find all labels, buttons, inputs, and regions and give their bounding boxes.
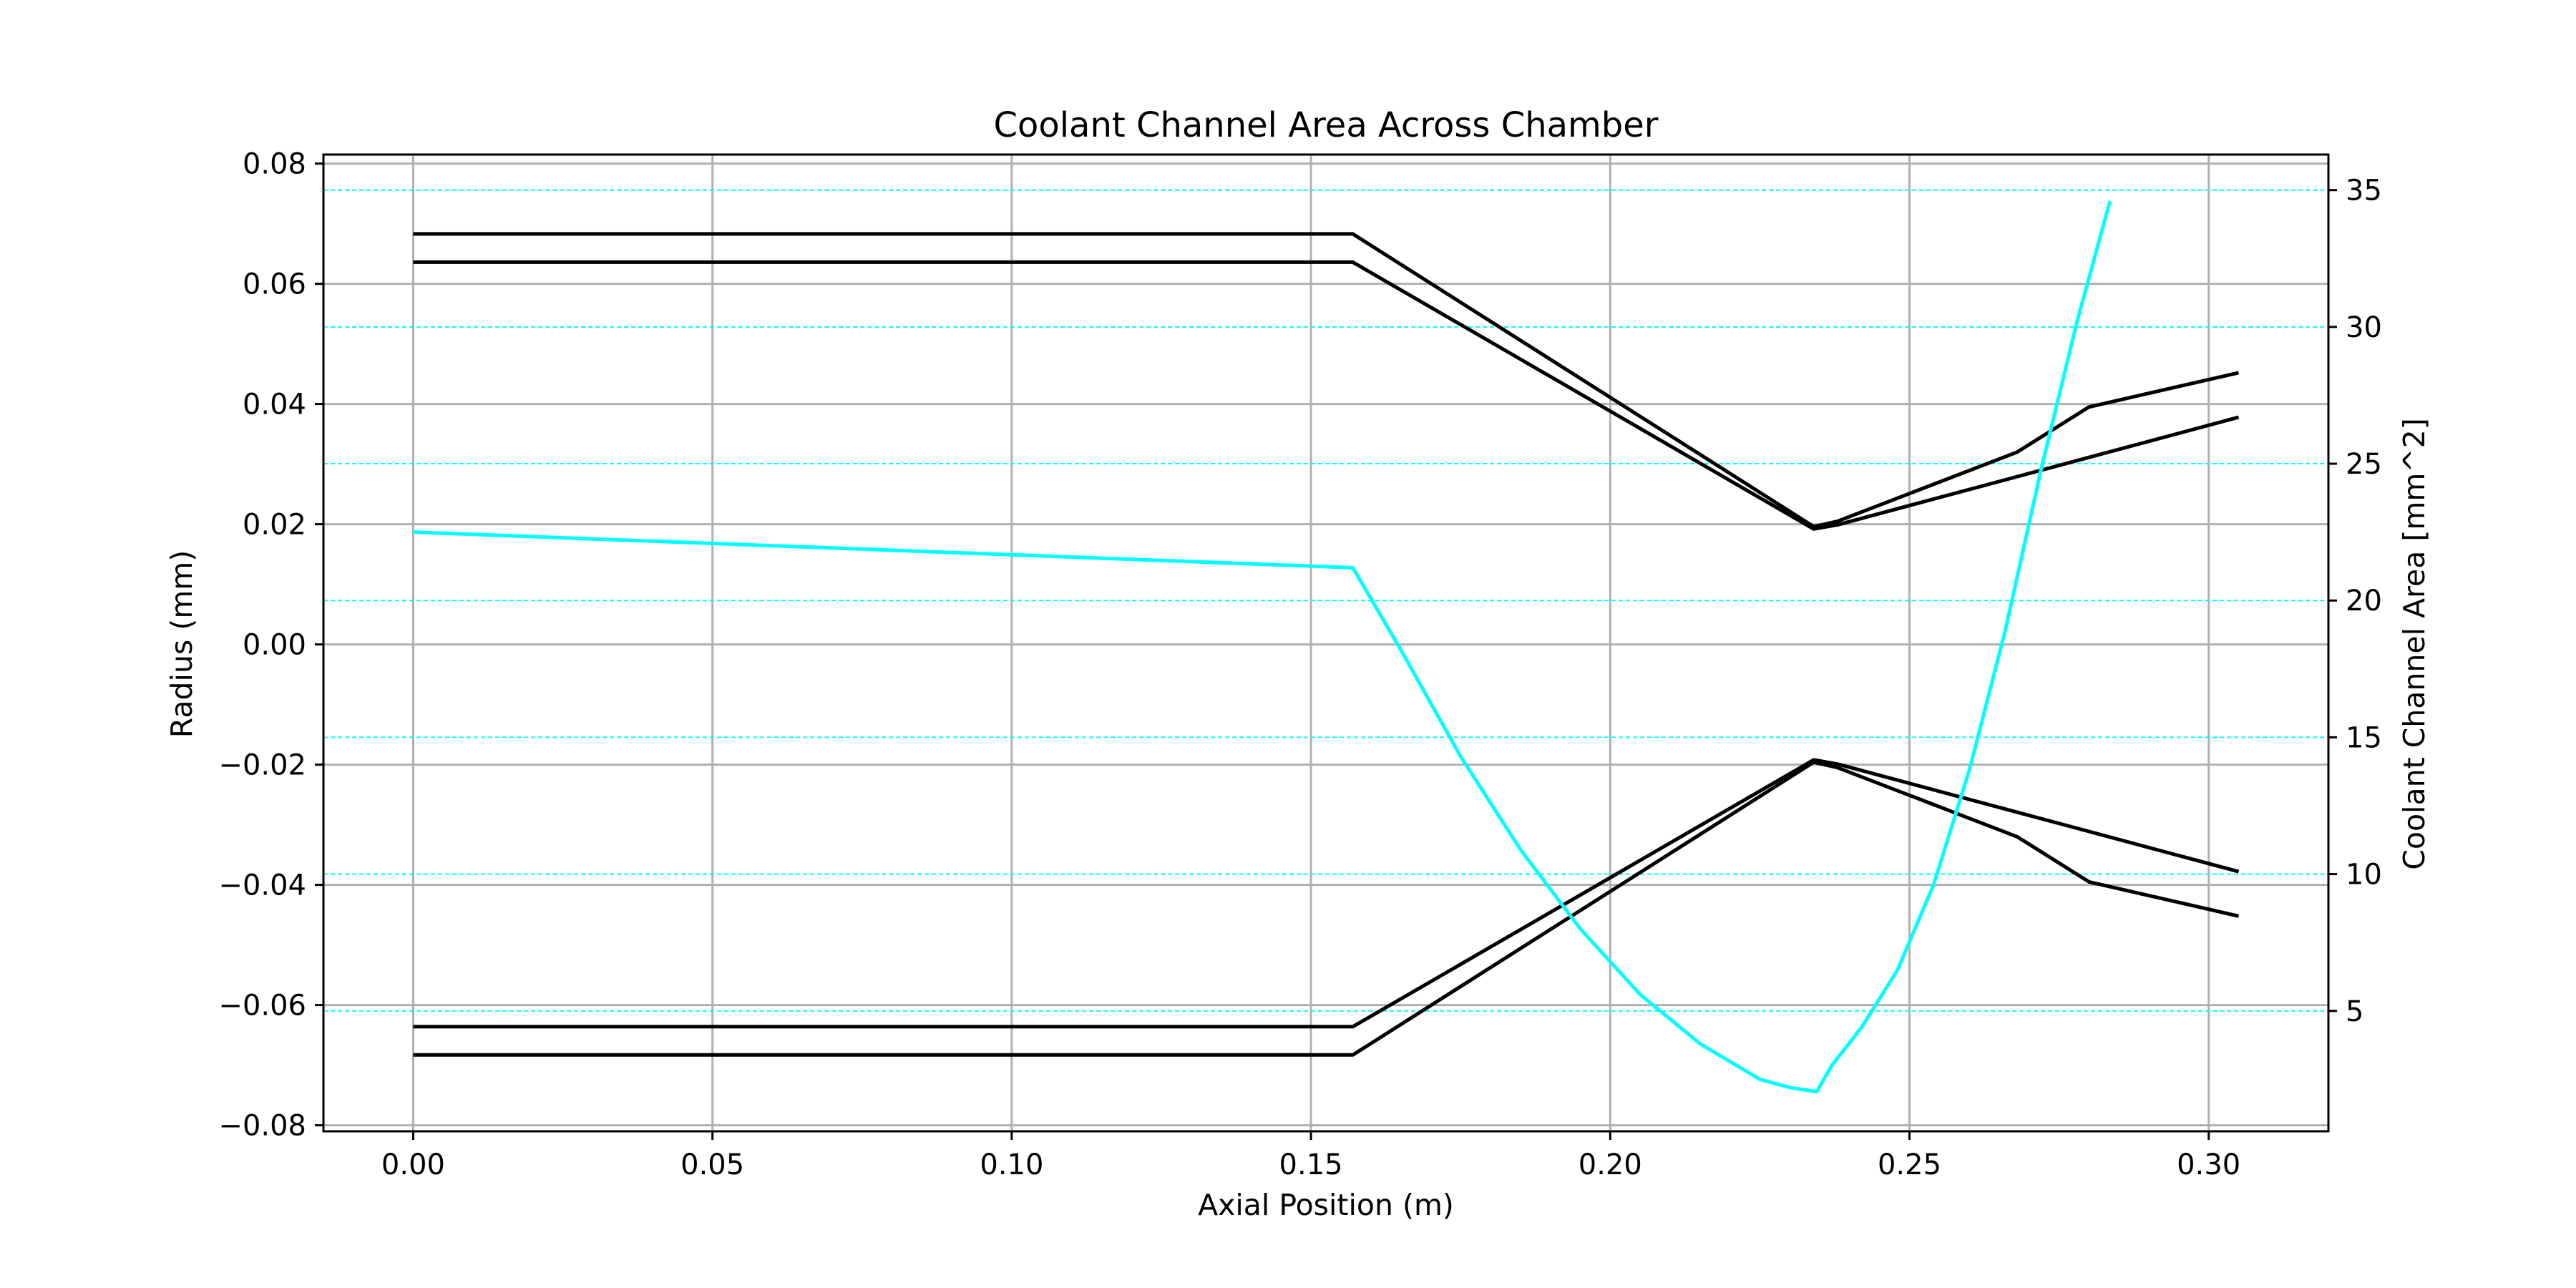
secondary-y-tick-label: 15 bbox=[2346, 721, 2382, 754]
y-tick-label: −0.02 bbox=[218, 749, 306, 782]
x-tick-label: 0.20 bbox=[1579, 1148, 1642, 1181]
secondary-grid-layer bbox=[323, 189, 2328, 1012]
secondary-y-tick-label: 35 bbox=[2346, 175, 2382, 208]
y-tick-label: 0.04 bbox=[243, 389, 306, 421]
chart-title: Coolant Channel Area Across Chamber bbox=[993, 105, 1658, 145]
secondary-y-axis-label: Coolant Channel Area [mm^2] bbox=[2397, 418, 2431, 869]
x-tick-label: 0.25 bbox=[1878, 1148, 1941, 1181]
plot-frame bbox=[322, 153, 2330, 1133]
coolant-area-line bbox=[413, 200, 2112, 1094]
y-tick-label: −0.08 bbox=[218, 1110, 306, 1143]
y-tick-label: 0.06 bbox=[243, 268, 306, 301]
secondary-y-axis: 35 30 25 20 15 10 5 bbox=[2328, 175, 2382, 1028]
y-axis-label: Radius (mm) bbox=[165, 550, 199, 738]
x-axis-label: Axial Position (m) bbox=[1198, 1188, 1454, 1222]
y-tick-label: −0.06 bbox=[218, 990, 306, 1023]
y-tick-label: 0.00 bbox=[243, 629, 306, 662]
y-tick-label: 0.08 bbox=[243, 148, 306, 181]
contour-line bbox=[413, 232, 2240, 529]
series-layer bbox=[413, 200, 2240, 1094]
x-tick-label: 0.00 bbox=[381, 1148, 445, 1181]
x-tick-label: 0.10 bbox=[980, 1148, 1043, 1181]
x-tick-label: 0.30 bbox=[2177, 1148, 2240, 1181]
x-axis: 0.00 0.05 0.10 0.15 0.20 0.25 0.30 bbox=[381, 1131, 2240, 1181]
secondary-y-tick-label: 5 bbox=[2346, 995, 2363, 1028]
x-tick-label: 0.05 bbox=[680, 1148, 744, 1181]
contour-line bbox=[413, 760, 2240, 1057]
secondary-y-tick-label: 20 bbox=[2346, 585, 2382, 618]
y-axis: 0.08 0.06 0.04 0.02 0.00 −0.02 −0.04 −0.06 −0.08 bbox=[218, 148, 323, 1143]
contour-line bbox=[413, 758, 2240, 1029]
secondary-y-tick-label: 25 bbox=[2346, 448, 2382, 481]
secondary-y-tick-label: 10 bbox=[2346, 859, 2382, 892]
y-tick-label: 0.02 bbox=[243, 509, 306, 542]
grid-layer bbox=[323, 155, 2328, 1131]
contour-line bbox=[413, 260, 2240, 531]
y-tick-label: −0.04 bbox=[218, 869, 306, 902]
secondary-y-tick-label: 30 bbox=[2346, 311, 2382, 344]
x-tick-label: 0.15 bbox=[1279, 1148, 1343, 1181]
